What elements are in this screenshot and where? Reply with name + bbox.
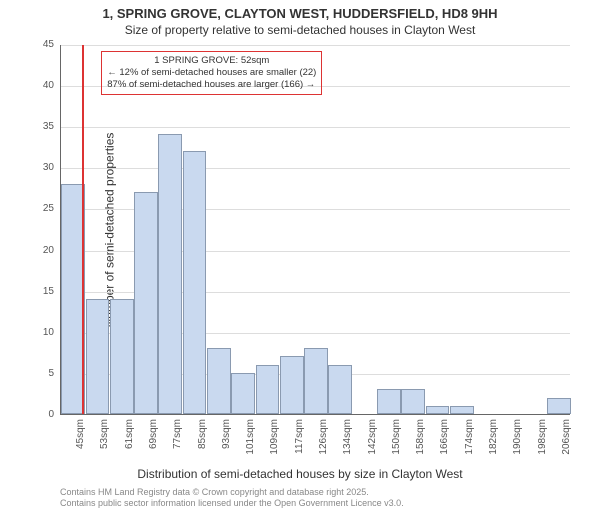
histogram-bar: [450, 406, 474, 414]
histogram-bar: [207, 348, 231, 414]
x-tick-label: 198sqm: [537, 419, 548, 455]
page-subtitle: Size of property relative to semi-detach…: [0, 23, 600, 37]
histogram-bar: [304, 348, 328, 414]
plot-area: [60, 45, 570, 415]
x-tick-label: 158sqm: [415, 419, 426, 455]
x-tick-label: 93sqm: [221, 419, 232, 449]
x-tick-label: 134sqm: [342, 419, 353, 455]
y-tick-label: 45: [24, 39, 54, 50]
histogram-bar: [86, 299, 110, 414]
page-title: 1, SPRING GROVE, CLAYTON WEST, HUDDERSFI…: [0, 6, 600, 21]
gridline: [61, 45, 570, 46]
annotation-title: 1 SPRING GROVE: 52sqm: [107, 55, 316, 67]
annotation-line1: ← 12% of semi-detached houses are smalle…: [107, 67, 316, 79]
annotation-line2: 87% of semi-detached houses are larger (…: [107, 79, 316, 91]
annotation-box: 1 SPRING GROVE: 52sqm ← 12% of semi-deta…: [101, 51, 322, 95]
histogram-bar: [183, 151, 207, 414]
histogram-bar: [401, 389, 425, 414]
y-tick-label: 10: [24, 327, 54, 338]
histogram-bar: [134, 192, 158, 414]
x-tick-label: 61sqm: [124, 419, 135, 449]
highlight-line: [82, 45, 84, 414]
histogram-bar: [110, 299, 134, 414]
y-tick-label: 25: [24, 203, 54, 214]
x-tick-label: 77sqm: [172, 419, 183, 449]
y-tick-label: 5: [24, 368, 54, 379]
histogram-bar: [280, 356, 304, 414]
x-tick-label: 150sqm: [391, 419, 402, 455]
x-tick-label: 101sqm: [245, 419, 256, 455]
x-tick-label: 53sqm: [99, 419, 110, 449]
y-tick-label: 0: [24, 409, 54, 420]
credits-line1: Contains HM Land Registry data © Crown c…: [60, 487, 600, 498]
gridline: [61, 127, 570, 128]
x-tick-label: 85sqm: [197, 419, 208, 449]
y-tick-label: 30: [24, 162, 54, 173]
x-tick-label: 69sqm: [148, 419, 159, 449]
x-tick-label: 126sqm: [318, 419, 329, 455]
histogram-bar: [256, 365, 280, 414]
histogram-bar: [547, 398, 571, 414]
y-tick-label: 35: [24, 121, 54, 132]
histogram-bar: [158, 134, 182, 414]
y-tick-label: 15: [24, 286, 54, 297]
credits-line2: Contains public sector information licen…: [60, 498, 600, 509]
x-tick-label: 166sqm: [439, 419, 450, 455]
histogram-bar: [328, 365, 352, 414]
x-axis-label: Distribution of semi-detached houses by …: [0, 467, 600, 481]
x-tick-label: 142sqm: [367, 419, 378, 455]
credits: Contains HM Land Registry data © Crown c…: [60, 487, 600, 509]
y-tick-label: 40: [24, 80, 54, 91]
y-tick-label: 20: [24, 245, 54, 256]
x-tick-label: 182sqm: [488, 419, 499, 455]
x-tick-label: 45sqm: [75, 419, 86, 449]
x-tick-label: 190sqm: [512, 419, 523, 455]
histogram-bar: [426, 406, 450, 414]
x-tick-label: 117sqm: [294, 419, 305, 454]
histogram-chart: Number of semi-detached properties 1 SPR…: [60, 45, 570, 415]
gridline: [61, 168, 570, 169]
histogram-bar: [377, 389, 401, 414]
x-tick-label: 206sqm: [561, 419, 572, 455]
histogram-bar: [231, 373, 255, 414]
x-tick-label: 109sqm: [269, 419, 280, 455]
x-tick-label: 174sqm: [464, 419, 475, 455]
